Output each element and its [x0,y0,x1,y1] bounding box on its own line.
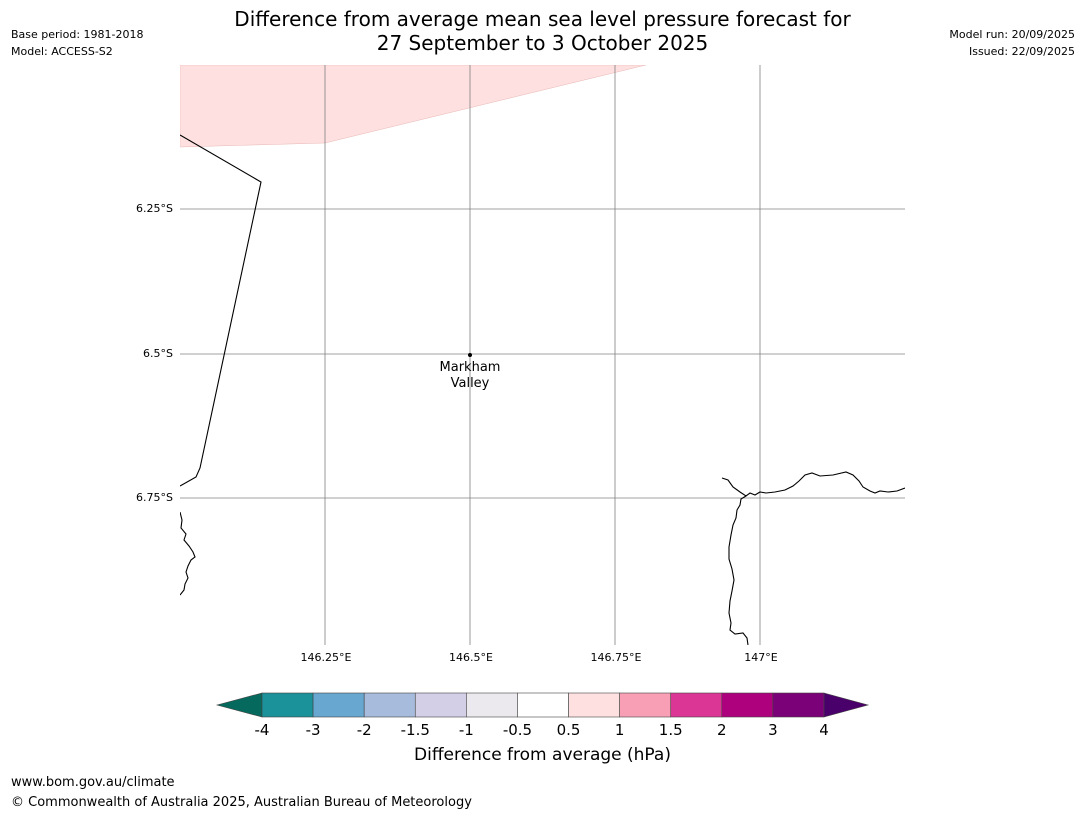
colorbar-tick-label: 3 [768,721,778,739]
model-run-text: Model run: 20/09/2025 [949,28,1075,41]
colorbar-segment [517,692,569,718]
model-text: Model: ACCESS-S2 [11,45,113,58]
metadata-right: Model run: 20/09/2025 Issued: 22/09/2025 [949,26,1075,60]
colorbar-tick-label: -4 [254,721,270,739]
colorbar-segment [670,692,723,718]
colorbar-tick-label: -2 [356,721,372,739]
colorbar-segment [261,692,314,718]
place-label-line-2: Valley [450,376,490,391]
footer-copyright: © Commonwealth of Australia 2025, Austra… [11,795,472,810]
lon-label-146-5: 146.5°E [449,651,493,664]
pressure-anomaly-shading [180,65,647,148]
colorbar-segment [772,692,825,718]
colorbar-tick-label: -0.5 [502,721,533,739]
border-line [180,134,262,487]
lat-label-6-75: 6.75°S [136,491,173,504]
colorbar-segment [568,692,620,718]
colorbar-segment [363,692,416,718]
coastline-west [180,511,196,596]
colorbar-segment [466,692,518,718]
colorbar-label: Difference from average (hPa) [414,745,671,765]
colorbar-arrow-low [215,692,263,718]
colorbar [215,692,870,718]
colorbar-segment [312,692,365,718]
colorbar-tick-label: -1.5 [400,721,430,739]
metadata-left: Base period: 1981-2018 Model: ACCESS-S2 [11,26,143,60]
gridlines [180,65,905,645]
lat-label-6-25: 6.25°S [136,202,173,215]
lon-label-146-25: 146.25°E [300,651,352,664]
colorbar-tick-label: -3 [305,721,321,739]
title-line-2: 27 September to 3 October 2025 [376,31,709,55]
colorbar-tick-label: 0.5 [556,721,581,739]
base-period-text: Base period: 1981-2018 [11,28,144,41]
colorbar-tick-label: 4 [819,721,829,739]
page-title: Difference from average mean sea level p… [0,7,1085,55]
coastline-east [721,471,905,497]
place-label-line-1: Markham [439,360,501,375]
title-line-1: Difference from average mean sea level p… [234,7,851,31]
footer-url: www.bom.gov.au/climate [11,775,175,790]
colorbar-tick-label: 1 [614,721,625,739]
colorbar-segment [619,692,672,718]
place-marker [468,353,472,357]
coastline-east-south [728,495,749,645]
lon-label-146-75: 146.75°E [590,651,642,664]
lat-label-6-5: 6.5°S [143,347,173,360]
place-label: Markham Valley [440,360,501,392]
lon-label-147: 147°E [744,651,778,664]
colorbar-tick-label: 2 [717,721,727,739]
colorbar-arrow-high [823,692,870,718]
colorbar-tick-label: -1 [458,721,474,739]
coastlines [180,134,905,645]
colorbar-segment [721,692,774,718]
colorbar-segment [414,692,467,718]
colorbar-tick-label: 1.5 [658,721,683,739]
issued-text: Issued: 22/09/2025 [968,45,1075,58]
